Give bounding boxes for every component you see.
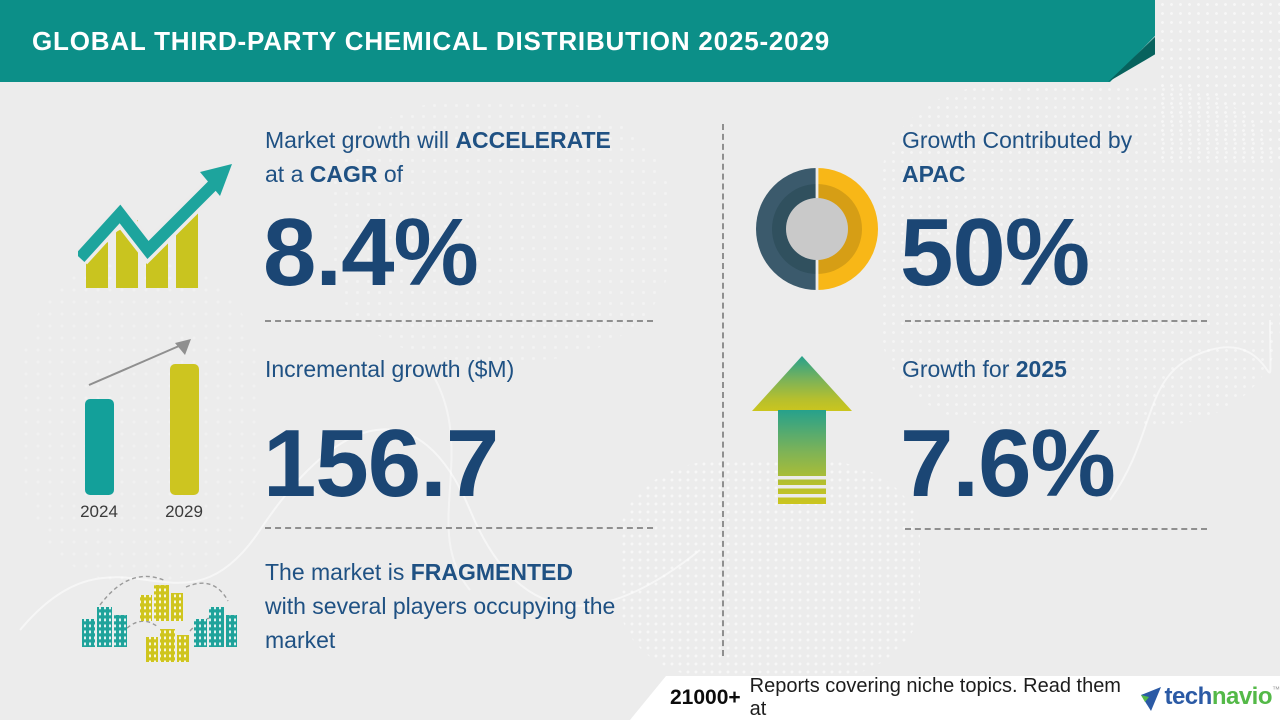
technavio-logo: tech navio ™: [1140, 684, 1280, 712]
background-squiggle: [1109, 319, 1272, 501]
yoy-year: 2025: [1015, 356, 1067, 382]
footer-bar: 21000+ Reports covering niche topics. Re…: [630, 676, 1280, 720]
cagr-line1-bold: ACCELERATE: [455, 127, 611, 153]
brand-word-green: navio: [1211, 683, 1273, 710]
footer-text: Reports covering niche topics. Read them…: [749, 675, 1121, 720]
bar-start-year: 2024: [80, 502, 118, 521]
apac-value: 50%: [900, 199, 1090, 306]
growth-chart-icon: [72, 150, 243, 295]
cagr-line2-post: of: [377, 161, 404, 187]
divider: [265, 527, 653, 529]
cagr-line2-bold: CAGR: [309, 161, 378, 187]
dots-texture: [1158, 0, 1280, 160]
donut-chart-icon: [753, 165, 881, 298]
yoy-label: Growth for 2025: [902, 352, 1067, 386]
up-arrow-icon: [752, 356, 852, 511]
apac-label: Growth Contributed by APAC: [902, 123, 1132, 191]
yoy-pre: Growth for: [902, 356, 1016, 382]
page-title: GLOBAL THIRD-PARTY CHEMICAL DISTRIBUTION…: [32, 25, 830, 56]
buildings-icon: [78, 557, 238, 677]
cagr-value: 8.4%: [263, 199, 479, 306]
fragmented-label: The market is FRAGMENTED with several pl…: [265, 555, 677, 657]
bar-chart-icon: 2024 2029: [75, 335, 225, 530]
brand-word-blue: tech: [1164, 683, 1212, 710]
apac-line1: Growth Contributed by: [902, 127, 1133, 153]
yoy-value: 7.6%: [900, 410, 1116, 517]
incremental-value: 156.7: [263, 410, 499, 517]
divider: [265, 320, 653, 322]
fragmented-bold: FRAGMENTED: [410, 559, 573, 585]
technavio-logo-mark: [1141, 687, 1162, 711]
column-divider: [722, 124, 724, 656]
bar-end-year: 2029: [165, 502, 203, 521]
divider: [905, 528, 1207, 530]
report-count: 21000+: [670, 686, 741, 709]
apac-line2: APAC: [902, 161, 966, 187]
brand-trademark: ™: [1272, 685, 1280, 694]
divider: [905, 320, 1207, 322]
fragmented-rest: with several players occupying the marke…: [265, 593, 616, 653]
cagr-line1-pre: Market growth will: [265, 127, 456, 153]
cagr-line2-pre: at a: [265, 161, 310, 187]
cagr-label: Market growth will ACCELERATE at a CAGR …: [265, 123, 611, 191]
incremental-label: Incremental growth ($M): [265, 356, 515, 382]
header-ribbon: GLOBAL THIRD-PARTY CHEMICAL DISTRIBUTION…: [0, 0, 1155, 82]
fragmented-pre: The market is: [265, 559, 411, 585]
